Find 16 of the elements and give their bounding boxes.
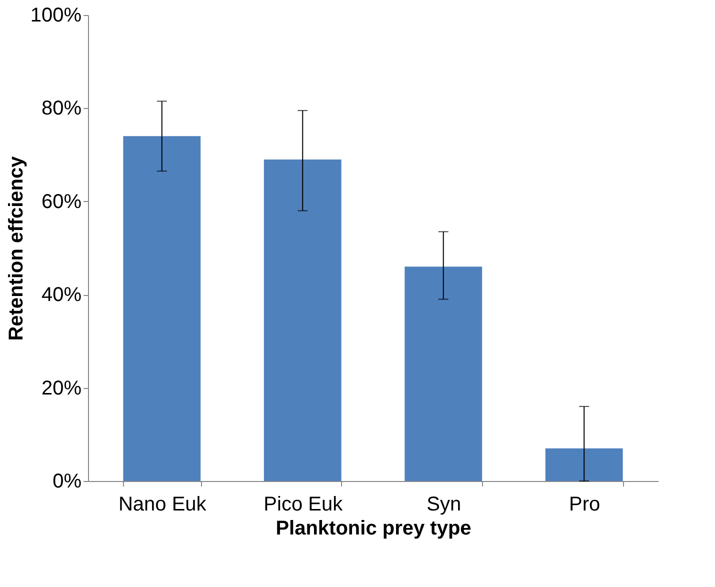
bar [545,448,623,481]
y-tick-label: 100% [30,4,82,26]
y-tick-label: 0% [52,470,82,492]
bar [123,136,201,481]
y-tick-label: 40% [41,284,82,306]
x-tick-label: Pro [569,494,600,516]
x-tick-label: Nano Euk [118,494,208,516]
bar [404,266,482,481]
x-tick-label: Pico Euk [264,494,344,516]
x-axis-title: Planktonic prey type [276,518,472,540]
y-tick-label: 20% [41,377,82,400]
y-tick-label: 60% [41,190,82,213]
y-axis-title: Retention effciency [5,155,28,341]
y-tick-label: 80% [41,98,82,120]
x-tick-label: Syn [426,494,462,516]
bar [264,159,342,481]
